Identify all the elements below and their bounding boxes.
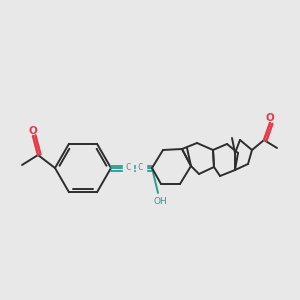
- Text: OH: OH: [153, 196, 167, 206]
- Bar: [136, 162, 146, 174]
- Bar: [123, 162, 133, 174]
- Text: C: C: [125, 164, 131, 172]
- Text: C: C: [138, 164, 143, 172]
- Text: O: O: [266, 113, 274, 123]
- Text: O: O: [28, 126, 38, 136]
